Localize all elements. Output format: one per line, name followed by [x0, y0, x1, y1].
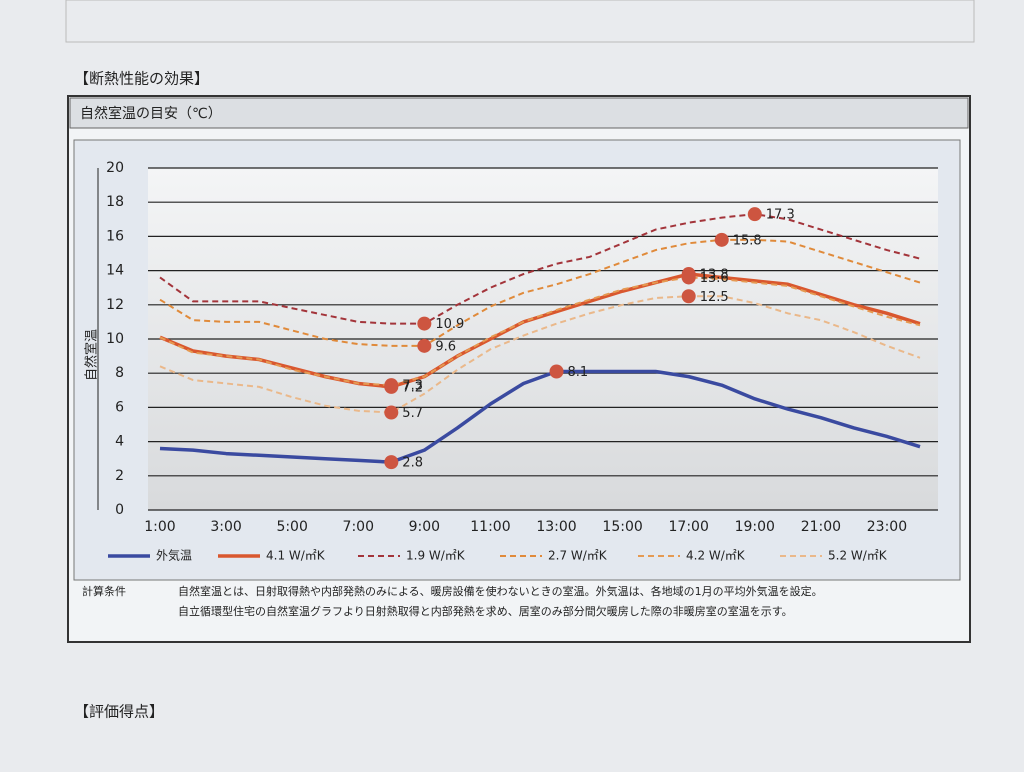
conditions-label: 計算条件 [82, 584, 126, 598]
x-tick-label: 15:00 [602, 519, 642, 535]
legend-label: 外気温 [156, 548, 192, 563]
point-marker [417, 316, 432, 331]
y-tick-label: 20 [106, 160, 124, 176]
point-marker [549, 364, 564, 379]
y-tick-label: 0 [115, 502, 124, 518]
x-tick-label: 17:00 [669, 519, 709, 535]
x-tick-label: 3:00 [210, 519, 241, 535]
point-marker [714, 232, 729, 247]
section-title: 【断熱性能の効果】 [74, 70, 209, 88]
y-tick-label: 16 [106, 228, 124, 244]
point-marker [384, 455, 399, 470]
legend-label: 4.2 W/㎡K [686, 549, 746, 563]
point-marker [384, 378, 399, 393]
x-tick-label: 21:00 [801, 519, 841, 535]
series-line [159, 276, 921, 387]
chart-title: 自然室温の目安（℃） [80, 105, 222, 122]
series-line [159, 238, 921, 347]
x-tick-label: 1:00 [144, 519, 175, 535]
value-label: 15.8 [733, 233, 762, 248]
chart-header [69, 97, 969, 129]
legend-label: 1.9 W/㎡K [406, 549, 466, 563]
value-label: 9.6 [435, 339, 456, 354]
point-marker [681, 289, 696, 304]
top-box [65, 0, 975, 43]
y-tick-label: 12 [106, 297, 124, 313]
legend-label: 2.7 W/㎡K [548, 549, 608, 563]
x-tick-label: 19:00 [735, 519, 775, 535]
y-tick-label: 18 [106, 194, 124, 210]
point-marker [747, 207, 762, 222]
x-tick-label: 5:00 [276, 519, 307, 535]
x-tick-label: 7:00 [343, 519, 374, 535]
value-label: 7.2 [402, 380, 423, 395]
value-label: 13.8 [700, 268, 729, 283]
y-tick-label: 8 [115, 365, 124, 381]
value-label: 5.7 [402, 406, 423, 421]
value-label: 17.3 [766, 208, 795, 223]
value-label: 2.8 [402, 456, 423, 471]
y-tick-label: 6 [115, 399, 124, 415]
y-tick-label: 4 [115, 434, 124, 450]
legend-label: 4.1 W/㎡K [266, 549, 326, 563]
value-label: 12.5 [700, 290, 729, 305]
value-label: 8.1 [568, 365, 589, 380]
footer-title: 【評価得点】 [74, 703, 164, 721]
x-tick-label: 11:00 [470, 519, 510, 535]
point-marker [681, 270, 696, 285]
value-label: 10.9 [435, 317, 464, 332]
series-line [159, 295, 921, 414]
conditions-line: 自立循環型住宅の自然室温グラフより日射熱取得と内部発熱を求め、居室のみ部分間欠暖… [178, 604, 793, 618]
y-tick-label: 14 [106, 263, 124, 279]
y-axis-label: 自然室温 [84, 329, 100, 381]
x-tick-label: 23:00 [867, 519, 907, 535]
series-line [159, 369, 921, 464]
y-tick-label: 2 [115, 468, 124, 484]
point-marker [417, 338, 432, 353]
conditions-line: 自然室温とは、日射取得熱や内部発熱のみによる、暖房設備を使わないときの室温。外気… [178, 584, 823, 598]
point-marker [384, 405, 399, 420]
x-tick-label: 9:00 [409, 519, 440, 535]
legend-label: 5.2 W/㎡K [828, 549, 888, 563]
value-label: 13.6 [700, 271, 729, 286]
y-tick-label: 10 [106, 331, 124, 347]
x-tick-label: 13:00 [536, 519, 576, 535]
value-label: 7.3 [402, 379, 423, 394]
series-line [159, 213, 921, 325]
